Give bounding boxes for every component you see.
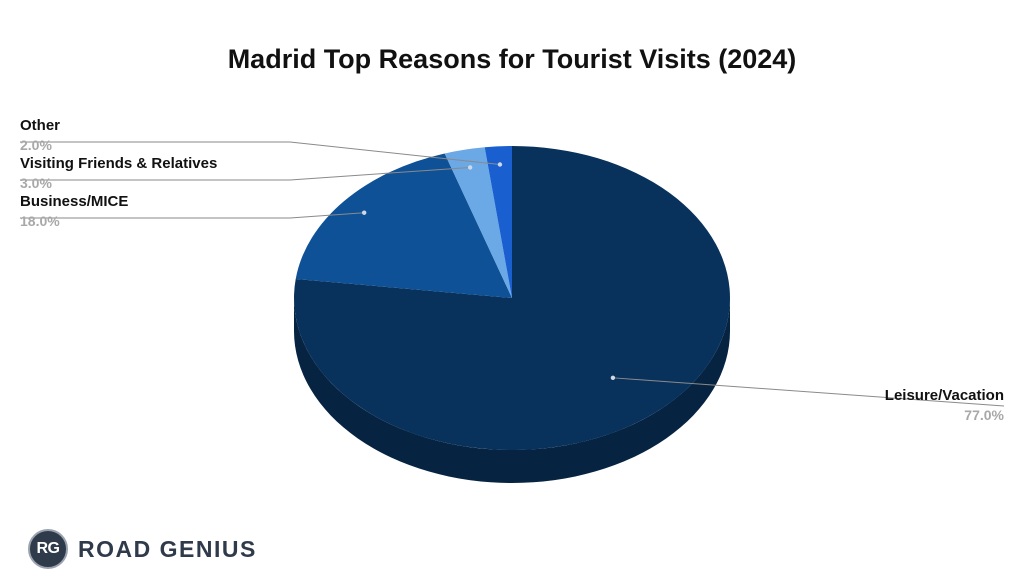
- leader-dot-business-mice: [361, 210, 367, 215]
- leader-dot-visiting-friends-relatives: [467, 165, 473, 170]
- pie-side: [294, 298, 730, 483]
- slice-value-leisure-vacation: 77.0%: [964, 407, 1004, 423]
- pie-slice-business-mice: [295, 153, 512, 298]
- slice-label-visiting-friends-relatives: Visiting Friends & Relatives: [20, 155, 217, 172]
- pie-side-leisure-vacation: [294, 298, 730, 483]
- pie-slices: [294, 146, 730, 451]
- leader-line-other: [20, 141, 501, 166]
- leader-dot-leisure-vacation: [610, 375, 616, 381]
- brand-name: ROAD GENIUS: [78, 535, 257, 562]
- leader-line-business-mice: [20, 212, 365, 219]
- slice-value-visiting-friends-relatives: 3.0%: [20, 175, 52, 191]
- leader-dot-other: [497, 162, 503, 167]
- pie-slice-visiting-friends-relatives: [444, 147, 512, 298]
- leader-line-visiting-friends-relatives: [20, 166, 471, 181]
- pie-slice-leisure-vacation: [294, 146, 730, 451]
- brand-logo: RG ROAD GENIUS: [28, 527, 257, 571]
- slice-label-leisure-vacation: Leisure/Vacation: [885, 387, 1004, 404]
- brand-badge: RG: [28, 529, 68, 569]
- leader-line-leisure-vacation: [612, 377, 1005, 407]
- slice-label-other: Other: [20, 117, 60, 134]
- pie-slice-other: [484, 146, 512, 298]
- slice-value-business-mice: 18.0%: [20, 213, 60, 229]
- chart-title: Madrid Top Reasons for Tourist Visits (2…: [227, 44, 797, 74]
- slice-labels: Leisure/Vacation 77.0% Business/MICE 18.0% V…: [20, 117, 1005, 423]
- slice-value-other: 2.0%: [20, 137, 52, 153]
- slice-label-business-mice: Business/MICE: [20, 193, 128, 210]
